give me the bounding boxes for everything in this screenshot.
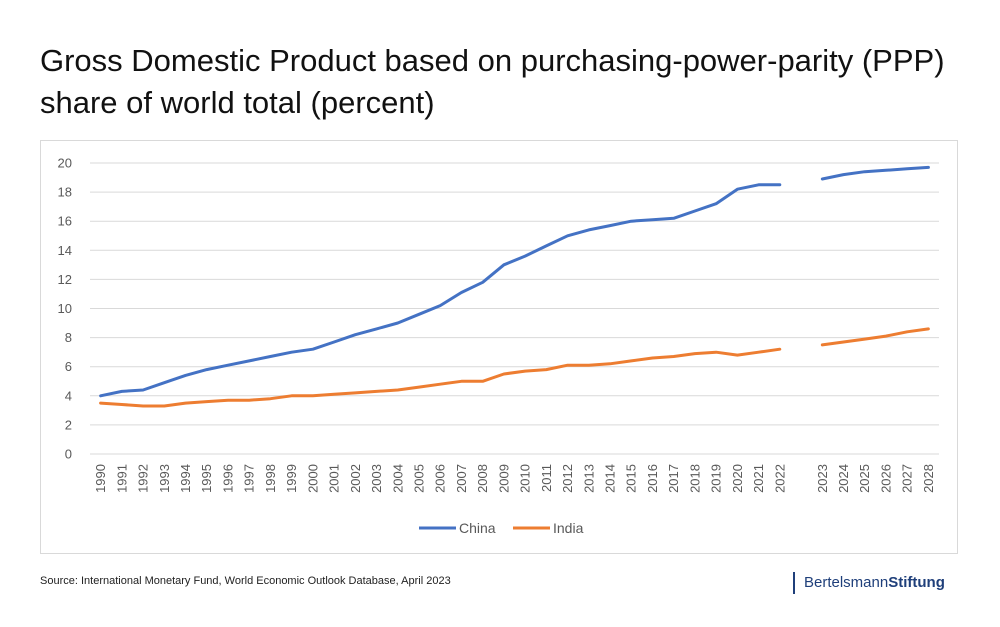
x-tick-label: 1990 — [93, 464, 108, 493]
x-tick-label: 2014 — [603, 464, 618, 493]
x-tick-label: 2004 — [390, 464, 405, 493]
x-tick-label: 1994 — [178, 464, 193, 493]
x-tick-label: 2007 — [454, 464, 469, 493]
x-tick-label: 2006 — [433, 464, 448, 493]
y-tick-label: 18 — [58, 185, 72, 200]
x-tick-label: 2012 — [560, 464, 575, 493]
x-tick-label: 2001 — [327, 464, 342, 493]
y-tick-label: 14 — [58, 243, 72, 258]
y-tick-label: 0 — [65, 447, 72, 462]
series-line-china — [99, 183, 782, 398]
x-tick-label: 2025 — [857, 464, 872, 493]
x-tick-label: 2024 — [836, 464, 851, 493]
series-line-india — [820, 327, 930, 347]
brand-logo-first: Bertelsmann — [804, 574, 889, 591]
x-tick-label: 2008 — [475, 464, 490, 493]
y-tick-label: 16 — [58, 214, 72, 229]
x-tick-label: 2016 — [645, 464, 660, 493]
x-tick-label: 2003 — [369, 464, 384, 493]
line-chart: 0 2 4 6 8 10 12 14 16 18 20 1990 1991 1992 1993 1994 199… — [58, 156, 939, 536]
y-tick-label: 12 — [58, 272, 72, 287]
x-tick-label: 1998 — [263, 464, 278, 493]
x-tick-label: 2000 — [305, 464, 320, 493]
x-tick-label: 2013 — [581, 464, 596, 493]
x-tick-label: 1996 — [220, 464, 235, 493]
x-tick-label: 2010 — [518, 464, 533, 493]
y-tick-label: 10 — [58, 301, 72, 316]
chart-title: Gross Domestic Product based on purchasi… — [40, 43, 945, 120]
chart-area: 0 2 4 6 8 10 12 14 16 18 20 1990 1991 1992 1993 1994 199… — [40, 140, 958, 554]
brand-logo-second: Stiftung — [888, 574, 945, 591]
legend-label-china: China — [459, 520, 496, 536]
legend-label-india: India — [553, 520, 584, 536]
x-tick-label: 1992 — [136, 464, 151, 493]
x-tick-label: 2020 — [730, 464, 745, 493]
brand-logo: BertelsmannStiftung — [793, 572, 945, 594]
source-note: Source: International Monetary Fund, Wor… — [40, 575, 451, 587]
x-tick-label: 1993 — [157, 464, 172, 493]
x-tick-label: 2028 — [921, 464, 936, 493]
series-line-china — [820, 165, 930, 181]
x-tick-label: 2002 — [348, 464, 363, 493]
x-tick-label: 2015 — [624, 464, 639, 493]
x-tick-label: 2018 — [687, 464, 702, 493]
y-tick-label: 20 — [58, 156, 72, 171]
y-tick-label: 6 — [65, 359, 72, 374]
y-tick-label: 4 — [65, 388, 72, 403]
x-tick-label: 1991 — [114, 464, 129, 493]
x-tick-label: 1999 — [284, 464, 299, 493]
x-tick-label: 2019 — [709, 464, 724, 493]
y-tick-label: 8 — [65, 330, 72, 345]
x-tick-label: 2011 — [539, 464, 554, 492]
y-tick-label: 2 — [65, 417, 72, 432]
x-tick-label: 1997 — [242, 464, 257, 493]
x-tick-label: 2027 — [900, 464, 915, 493]
series-line-india — [99, 347, 782, 408]
x-tick-label: 2023 — [815, 464, 830, 493]
x-tick-label: 2017 — [666, 464, 681, 493]
x-tick-label: 2009 — [496, 464, 511, 493]
x-tick-label: 1995 — [199, 464, 214, 493]
x-tick-label: 2022 — [772, 464, 787, 493]
x-tick-label: 2005 — [411, 464, 426, 493]
x-tick-label: 2026 — [878, 464, 893, 493]
x-tick-label: 2021 — [751, 464, 766, 493]
